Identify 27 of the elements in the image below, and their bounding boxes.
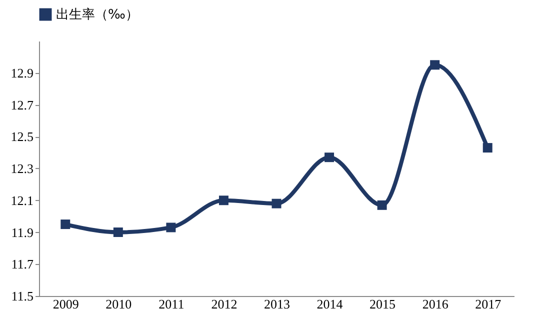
x-tick-label: 2017 (475, 296, 502, 312)
legend-label: 出生率（‰） (56, 6, 138, 22)
x-tick-label: 2015 (370, 296, 396, 312)
point (166, 222, 176, 232)
y-tick-label: 12.3 (10, 161, 34, 176)
x-tick-label: 2010 (106, 296, 132, 312)
y-tick-label: 12.5 (10, 129, 34, 144)
x-tick-label: 2011 (158, 296, 184, 312)
point (272, 198, 282, 208)
y-tick-label: 12.1 (10, 192, 34, 208)
point (113, 228, 123, 237)
y-tick-label: 11.5 (11, 288, 34, 304)
point (430, 60, 440, 70)
point (482, 143, 492, 153)
x-tick-label: 2013 (264, 296, 290, 312)
x-tick-label: 2012 (211, 296, 238, 312)
x-tick-label: 2009 (52, 296, 79, 312)
y-tick-label: 12.9 (10, 65, 34, 80)
y-tick-label: 12.7 (10, 97, 34, 112)
x-tick-label: 2016 (422, 296, 449, 312)
point (377, 200, 387, 210)
point (218, 196, 228, 206)
point (324, 152, 334, 162)
y-tick-label: 11.7 (11, 256, 34, 272)
point (60, 220, 70, 230)
y-tick-label: 11.9 (11, 224, 34, 240)
x-tick-label: 2014 (316, 296, 344, 312)
